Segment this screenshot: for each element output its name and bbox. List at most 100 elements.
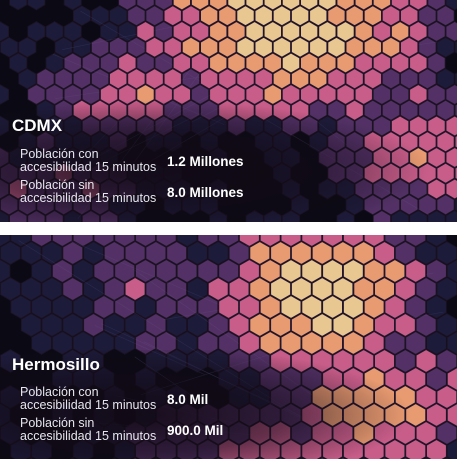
hex-cell	[374, 313, 395, 337]
hex-cell	[263, 21, 282, 42]
hex-cell	[166, 241, 187, 265]
hex-cell	[318, 52, 337, 74]
hex-cell	[415, 241, 437, 265]
hex-cell	[166, 277, 187, 301]
hex-cell	[418, 5, 437, 27]
without-access-value: 900.0 Mil	[167, 422, 224, 438]
hex-cell	[45, 21, 64, 42]
hex-cell	[62, 241, 83, 265]
hex-cell	[124, 277, 146, 301]
hex-cell	[245, 84, 264, 105]
hex-cell	[136, 21, 155, 42]
hex-cell	[114, 295, 136, 319]
hex-cell	[254, 68, 273, 90]
hex-cell	[9, 52, 28, 74]
hex-cell	[291, 241, 312, 265]
hex-cell	[145, 277, 167, 301]
hex-cell	[181, 68, 200, 90]
hex-cell	[311, 277, 333, 301]
hex-cell	[345, 68, 364, 90]
hex-cell	[104, 241, 125, 265]
hex-cell	[124, 241, 146, 265]
hex-cell	[72, 235, 94, 247]
hex-cell	[374, 277, 395, 301]
hex-cell	[245, 52, 264, 74]
hex-cell	[27, 0, 46, 11]
hex-cell	[291, 313, 312, 337]
hex-cell	[207, 277, 229, 301]
hex-cell	[311, 313, 333, 337]
hex-cell	[72, 331, 94, 355]
with-access-value: 1.2 Millones	[167, 153, 244, 169]
hex-cell	[318, 21, 337, 42]
hex-cell	[63, 21, 82, 42]
hex-cell	[18, 36, 37, 58]
hex-cell	[109, 36, 128, 58]
with-access-row: Población con accesibilidad 15 minutos 1…	[20, 148, 244, 174]
without-access-row: Población sin accesibilidad 15 minutos 9…	[20, 417, 223, 443]
hex-cell	[0, 241, 21, 265]
hex-cell	[245, 21, 264, 42]
hex-cell	[227, 84, 246, 105]
hex-cell	[405, 259, 427, 283]
hex-cell	[181, 36, 200, 58]
hex-cell	[249, 277, 271, 301]
hex-cell	[332, 313, 354, 337]
hex-cell	[83, 277, 104, 301]
hex-cell	[136, 52, 155, 74]
hex-cell	[155, 295, 177, 319]
hex-cell	[445, 84, 457, 105]
hex-cell	[54, 36, 73, 58]
hex-cell	[207, 241, 229, 265]
hex-cell	[363, 295, 385, 319]
hex-cell	[394, 313, 416, 337]
hex-cell	[218, 36, 237, 58]
hex-cell	[218, 331, 239, 355]
hex-cell	[118, 0, 137, 11]
hex-cell	[9, 0, 28, 11]
hex-cell	[280, 259, 302, 283]
hex-cell	[254, 5, 273, 27]
hex-cell	[176, 331, 198, 355]
hex-cell	[91, 68, 109, 90]
hex-cell	[176, 259, 198, 283]
hex-cell	[93, 235, 115, 247]
hex-cell	[52, 235, 73, 247]
hex-cell	[353, 241, 375, 265]
hex-cell	[163, 68, 182, 90]
hex-cell	[345, 36, 364, 58]
hex-cell	[263, 84, 282, 105]
hex-cell	[249, 241, 271, 265]
hex-cell	[18, 68, 37, 90]
hex-cell	[104, 313, 125, 337]
hex-cell	[281, 84, 301, 105]
hex-cell	[45, 52, 64, 74]
hex-cell	[200, 36, 219, 58]
hex-cell	[327, 68, 346, 90]
hex-cell	[409, 52, 428, 74]
hex-cell	[118, 84, 137, 105]
hex-cell	[209, 52, 228, 74]
hex-cell	[394, 241, 416, 265]
hex-cell	[405, 295, 427, 319]
hex-cell	[191, 21, 210, 42]
hex-cell	[391, 21, 410, 42]
hex-cell	[72, 5, 91, 27]
hex-cell	[394, 277, 416, 301]
without-access-value: 8.0 Millones	[167, 184, 244, 200]
hex-cell	[0, 235, 11, 247]
hex-cell	[272, 36, 291, 58]
hex-cell	[272, 68, 291, 90]
hex-cell	[418, 68, 437, 90]
hex-cell	[91, 5, 109, 27]
hex-cell	[236, 5, 255, 27]
hex-cell	[104, 277, 125, 301]
hex-cell	[415, 277, 437, 301]
hex-cell	[309, 68, 328, 90]
hex-cell	[336, 21, 355, 42]
hex-cell	[446, 259, 457, 283]
hex-cell	[63, 0, 82, 11]
hex-cell	[322, 295, 343, 319]
hex-cell	[322, 235, 343, 247]
without-access-row: Población sin accesibilidad 15 minutos 8…	[20, 179, 244, 205]
